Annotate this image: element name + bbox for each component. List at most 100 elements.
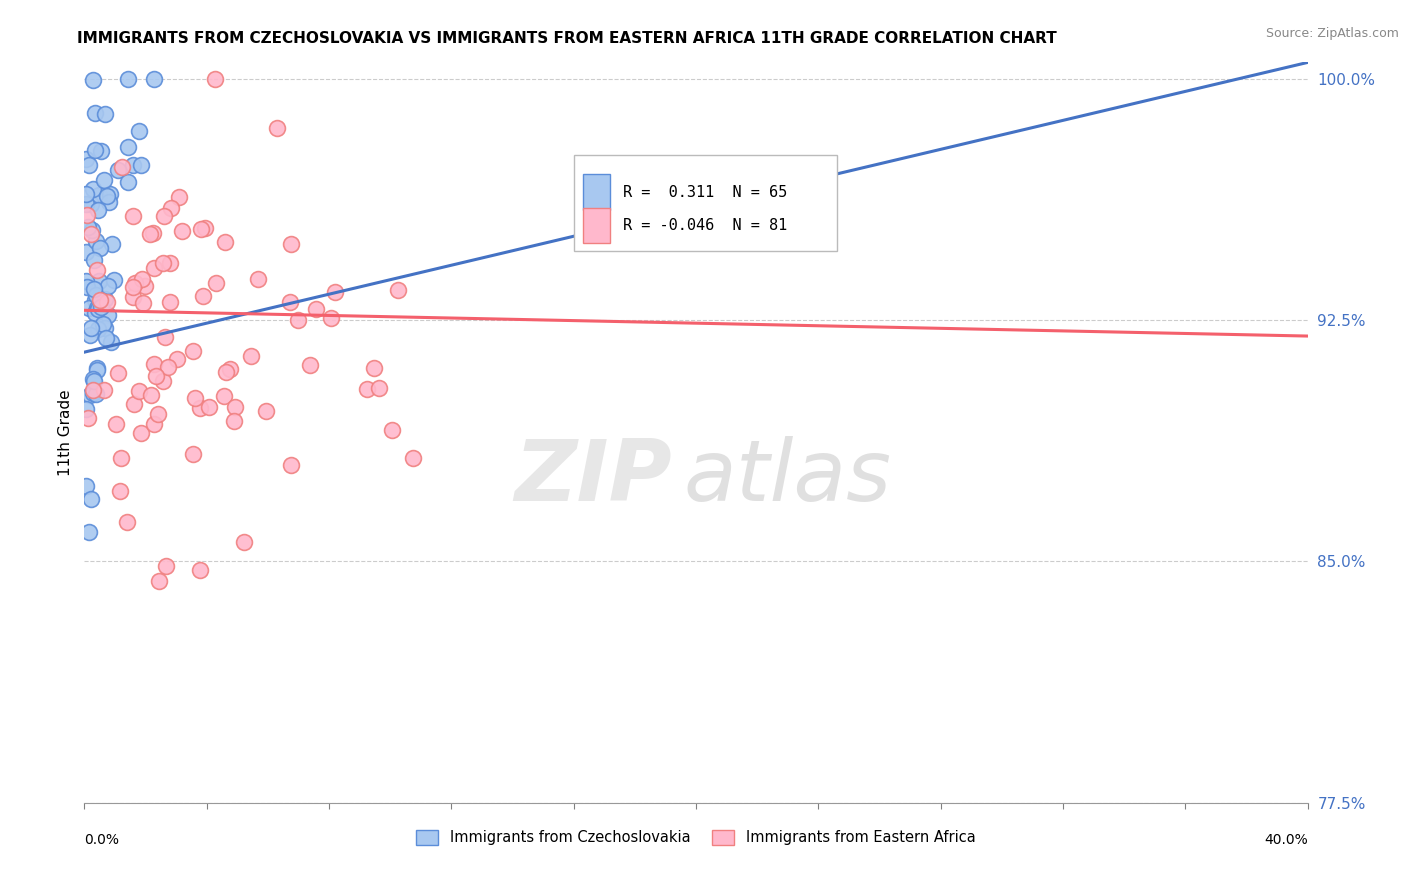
Point	[86, 301, 108, 316]
Point	[148, 574, 170, 588]
Point	[247, 272, 270, 286]
Point	[107, 366, 129, 380]
Text: 40.0%: 40.0%	[1264, 832, 1308, 847]
Point	[402, 450, 425, 465]
Point	[166, 352, 188, 367]
Point	[105, 417, 128, 431]
Point	[96, 295, 118, 310]
Point	[121, 279, 143, 293]
Point	[87, 274, 110, 288]
Point	[86, 363, 108, 377]
Point	[76, 279, 98, 293]
Point	[155, 558, 177, 573]
Point	[356, 382, 378, 396]
Point	[204, 71, 226, 86]
Point	[75, 196, 97, 211]
Point	[98, 195, 121, 210]
Point	[90, 145, 112, 159]
Point	[98, 186, 121, 201]
Point	[75, 186, 97, 201]
Point	[224, 400, 246, 414]
Point	[84, 293, 107, 308]
Point	[115, 516, 138, 530]
Point	[100, 335, 122, 350]
Point	[152, 256, 174, 270]
Point	[94, 321, 117, 335]
Point	[122, 209, 145, 223]
Point	[128, 384, 150, 398]
Point	[387, 283, 409, 297]
Point	[86, 263, 108, 277]
Point	[87, 187, 110, 202]
Point	[89, 241, 111, 255]
Point	[142, 357, 165, 371]
Point	[128, 124, 150, 138]
Point	[219, 362, 242, 376]
Point	[305, 302, 328, 317]
Point	[367, 381, 389, 395]
Point	[188, 401, 211, 415]
Point	[93, 173, 115, 187]
Point	[84, 287, 107, 301]
Point	[87, 301, 110, 316]
Point	[143, 71, 166, 86]
Point	[183, 391, 205, 405]
Point	[117, 71, 139, 86]
Point	[131, 271, 153, 285]
Point	[80, 492, 103, 507]
Point	[152, 374, 174, 388]
Point	[93, 293, 115, 307]
Point	[153, 209, 176, 223]
Text: R =  0.311  N = 65: R = 0.311 N = 65	[623, 185, 787, 200]
Point	[75, 152, 97, 166]
Point	[82, 384, 104, 398]
Point	[91, 318, 114, 332]
Point	[134, 278, 156, 293]
Point	[75, 479, 97, 493]
Point	[141, 388, 163, 402]
Point	[146, 407, 169, 421]
Point	[280, 237, 302, 252]
Point	[155, 329, 177, 343]
Point	[198, 400, 221, 414]
Point	[181, 447, 204, 461]
Point	[76, 208, 98, 222]
Point	[82, 223, 104, 237]
Point	[84, 387, 107, 401]
Point	[77, 411, 100, 425]
Point	[97, 279, 120, 293]
Point	[75, 245, 97, 260]
Point	[87, 321, 110, 335]
Point	[75, 402, 97, 417]
Point	[77, 525, 100, 540]
Point	[145, 369, 167, 384]
Point	[299, 358, 322, 372]
Point	[181, 343, 204, 358]
Point	[79, 388, 101, 402]
Point	[117, 140, 139, 154]
Point	[224, 413, 246, 427]
Point	[169, 190, 191, 204]
Point	[239, 350, 262, 364]
Point	[110, 161, 132, 175]
Point	[122, 397, 145, 411]
Point	[323, 285, 346, 299]
Point	[212, 389, 235, 403]
Point	[142, 417, 165, 431]
Point	[90, 300, 112, 314]
Point	[80, 227, 103, 241]
Point	[86, 360, 108, 375]
Point	[188, 563, 211, 577]
Text: 0.0%: 0.0%	[84, 832, 120, 847]
Text: IMMIGRANTS FROM CZECHOSLOVAKIA VS IMMIGRANTS FROM EASTERN AFRICA 11TH GRADE CORR: IMMIGRANTS FROM CZECHOSLOVAKIA VS IMMIGR…	[77, 31, 1057, 46]
Y-axis label: 11th Grade: 11th Grade	[58, 389, 73, 476]
Point	[205, 276, 228, 290]
Point	[159, 295, 181, 310]
Text: R = -0.046  N = 81: R = -0.046 N = 81	[623, 218, 787, 233]
Point	[142, 226, 165, 240]
Point	[233, 535, 256, 549]
Point	[159, 201, 181, 215]
Point	[110, 450, 132, 465]
Point	[83, 306, 105, 320]
Point	[157, 359, 180, 374]
